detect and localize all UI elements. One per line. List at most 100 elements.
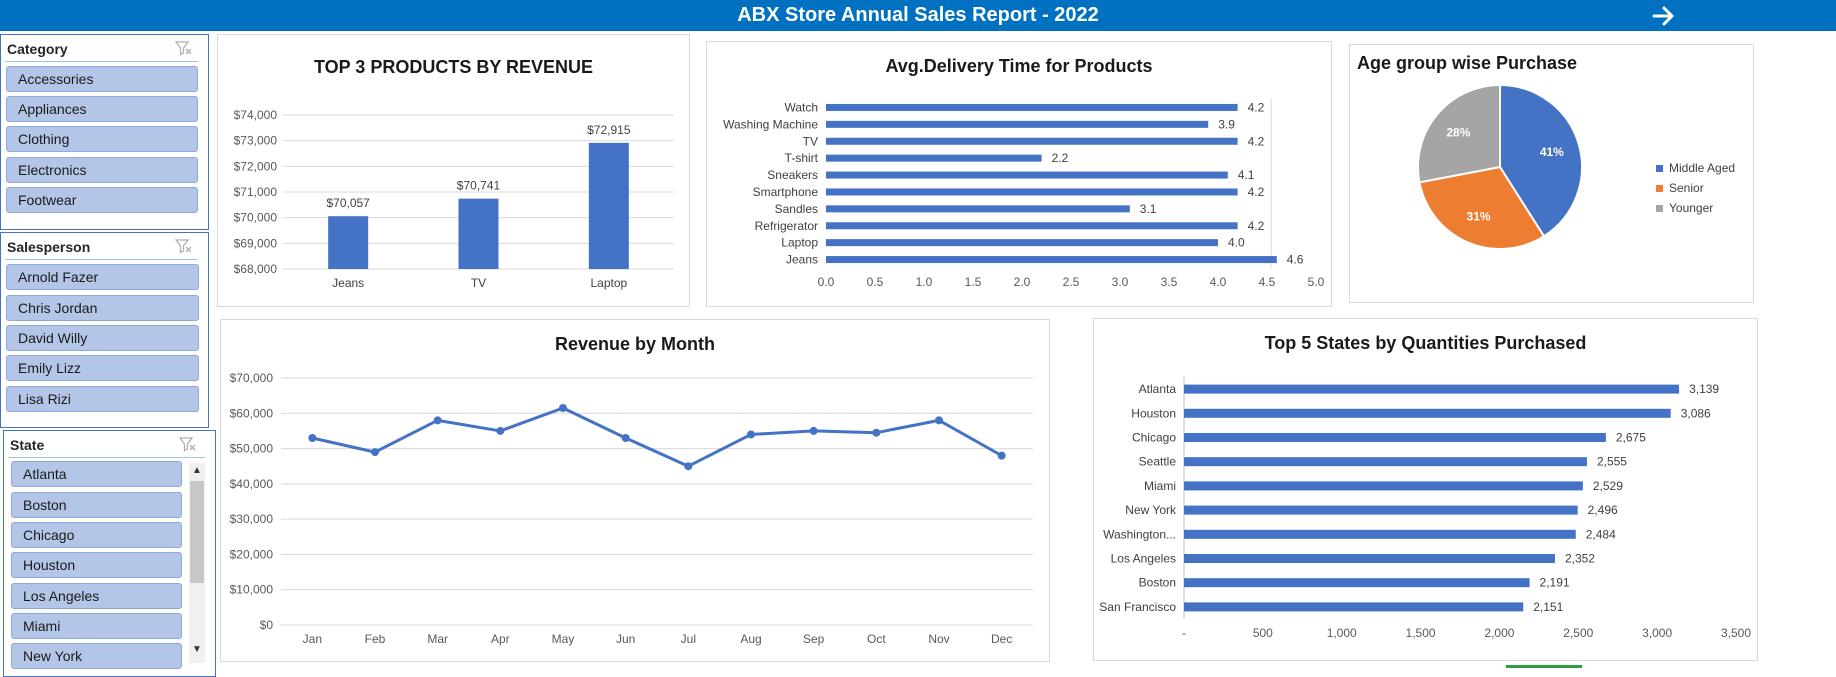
slicer-item[interactable]: Chicago (11, 522, 182, 548)
x-tick-label: May (552, 632, 575, 646)
slicer-item[interactable]: Los Angeles (11, 583, 182, 609)
y-tick-label: $73,000 (234, 134, 278, 148)
slicer-item[interactable]: Chris Jordan (6, 295, 199, 321)
slicer-title: Salesperson (7, 239, 91, 255)
data-point (433, 416, 442, 425)
slicer-item[interactable]: New York (11, 643, 182, 669)
slicer-item[interactable]: Accessories (6, 66, 198, 92)
monthly-chart: $0 $10,000 $20,000 $30,000 $40,000 $50,000 $60… (230, 371, 1033, 646)
x-tick-label: - (1182, 626, 1186, 640)
x-tick-label: Jul (681, 632, 696, 646)
slicer-title: State (10, 437, 45, 453)
pie-slice (1417, 83, 1501, 184)
x-tick-label: Jan (303, 632, 322, 646)
y-tick-label: $20,000 (230, 547, 274, 561)
top3-chart: $68,000 $69,000 $70,000 $71,000 $72,000 $73,0… (234, 108, 674, 290)
bar (1184, 529, 1576, 539)
data-label: 28% (1446, 126, 1470, 140)
x-tick-label: 4.0 (1210, 275, 1227, 289)
y-tick-label: Chicago (1132, 431, 1176, 445)
series-line (312, 406, 1003, 468)
x-tick-label: Nov (928, 632, 949, 646)
y-tick-label: $72,000 (234, 159, 278, 173)
slicer-item[interactable]: David Willy (6, 325, 199, 351)
legend-label: Middle Aged (1669, 161, 1736, 175)
legend-label: Senior (1669, 181, 1704, 195)
x-tick-label: 3,500 (1721, 626, 1751, 640)
x-tick-label: 4.5 (1259, 275, 1276, 289)
bar (328, 216, 369, 269)
bar (826, 205, 1130, 213)
slicer-item[interactable]: Emily Lizz (6, 355, 199, 381)
data-point (496, 426, 505, 435)
y-tick-label: Washington... (1103, 527, 1176, 541)
bar (1184, 408, 1671, 418)
data-point (684, 462, 693, 471)
bar (1184, 602, 1524, 612)
slicer-item[interactable]: Atlanta (11, 461, 182, 487)
legend-item-senior: Senior (1656, 181, 1704, 195)
slicer-item[interactable]: Lisa Rizi (6, 386, 199, 412)
bar (826, 103, 1238, 111)
x-tick-label: Feb (365, 632, 386, 646)
bar (826, 154, 1042, 162)
slicer-item[interactable]: Boston (11, 492, 182, 518)
chart-title: Top 5 States by Quantities Purchased (1264, 333, 1587, 353)
x-tick-label: 1.5 (965, 275, 982, 289)
chart-title: Avg.Delivery Time for Products (885, 56, 1153, 76)
y-tick-label: $0 (260, 618, 274, 632)
y-tick-label: $70,000 (230, 371, 274, 385)
chart-title: TOP 3 PRODUCTS BY REVENUE (313, 57, 594, 77)
data-point (559, 403, 567, 412)
states-chart: 3,139 Atlanta 3,086 Houston 2,675 Chicago 2,55… (1099, 377, 1751, 640)
clear-filter-icon[interactable] (175, 238, 193, 254)
scroll-down-icon[interactable]: ▼ (192, 644, 202, 655)
y-tick-label: Sneakers (767, 168, 818, 182)
slicer-divider (8, 457, 205, 458)
bar (1184, 481, 1583, 491)
y-tick-label: Seattle (1139, 455, 1177, 469)
y-tick-label: Refrigerator (755, 219, 818, 233)
x-tick-label: 2,000 (1484, 626, 1514, 640)
category-slicer: Category Accessories Appliances Clothing… (0, 34, 209, 230)
clear-filter-icon[interactable] (175, 40, 193, 56)
slicer-item[interactable]: Arnold Fazer (6, 264, 199, 290)
x-tick-label: 2.5 (1063, 275, 1080, 289)
y-tick-label: San Francisco (1099, 600, 1176, 614)
data-label: 4.2 (1248, 134, 1265, 148)
y-tick-label: New York (1125, 503, 1177, 517)
y-tick-label: T-shirt (785, 151, 819, 165)
x-tick-label: Apr (491, 632, 510, 646)
chart-title: Age group wise Purchase (1357, 53, 1578, 73)
bar (826, 120, 1209, 128)
bar (1184, 384, 1680, 394)
data-label: 3.1 (1140, 202, 1157, 216)
slicer-item[interactable]: Electronics (6, 157, 198, 183)
bar (826, 171, 1228, 179)
scroll-up-icon[interactable]: ▲ (192, 465, 202, 476)
x-tick-label: Jun (616, 632, 635, 646)
y-tick-label: Sandles (775, 202, 818, 216)
data-label: 2,675 (1616, 431, 1646, 445)
data-label: 2,151 (1533, 600, 1563, 614)
age-chart-panel: Age group wise Purchase 41% 31% 28% Middle… (1349, 44, 1754, 303)
slicer-item[interactable]: Clothing (6, 126, 198, 152)
slicer-item[interactable]: Footwear (6, 187, 198, 213)
slicer-item[interactable]: Appliances (6, 96, 198, 122)
y-tick-label: $30,000 (230, 512, 274, 526)
data-label: 2.2 (1052, 151, 1069, 165)
bar (1184, 578, 1530, 588)
data-label: 3,139 (1689, 382, 1719, 396)
legend-label: Younger (1669, 201, 1714, 215)
clear-filter-icon[interactable] (179, 436, 197, 452)
delivery-chart: 4.2 Watch 3.9 Washing Machine 4.2 TV 2.2 T-shir… (723, 99, 1325, 289)
data-label: 4.2 (1248, 219, 1265, 233)
slicer-item[interactable]: Houston (11, 552, 182, 578)
y-tick-label: $50,000 (230, 442, 274, 456)
scroll-thumb[interactable] (190, 481, 204, 583)
data-label: $70,741 (457, 179, 501, 193)
x-tick-label: 3.0 (1112, 275, 1129, 289)
arrow-right-icon[interactable] (1648, 3, 1678, 29)
bar (458, 198, 499, 269)
slicer-item[interactable]: Miami (11, 613, 182, 639)
